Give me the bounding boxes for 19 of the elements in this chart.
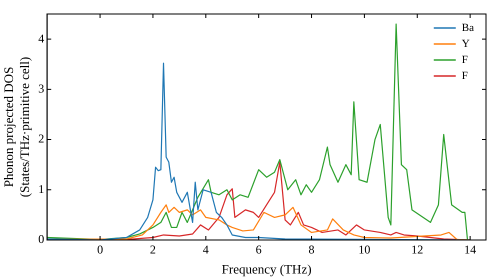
y-tick-label: 1 bbox=[38, 182, 44, 196]
legend-label: Ba bbox=[462, 22, 474, 34]
legend-label: F bbox=[462, 70, 468, 82]
legend-label: Y bbox=[462, 38, 470, 50]
x-tick-label: 14 bbox=[464, 242, 476, 256]
legend-label: F bbox=[462, 54, 468, 66]
x-tick-label: 8 bbox=[308, 242, 315, 256]
y-tick-label: 4 bbox=[38, 31, 44, 46]
x-tick-label: 0 bbox=[97, 242, 104, 256]
y-axis-title: Phonon projected DOS (States/THz·primitive cell) bbox=[1, 56, 32, 198]
x-tick-label: 10 bbox=[358, 242, 370, 256]
x-axis-title: Frequency (THz) bbox=[222, 262, 312, 277]
y-tick-label: 3 bbox=[38, 81, 44, 96]
x-tick-label: 12 bbox=[411, 242, 424, 256]
x-tick-label: 6 bbox=[256, 242, 262, 256]
x-tick-label: 2 bbox=[150, 242, 156, 256]
y-tick-label: 0 bbox=[38, 232, 44, 246]
y-tick-label: 2 bbox=[38, 132, 44, 146]
x-tick-label: 4 bbox=[202, 242, 209, 256]
